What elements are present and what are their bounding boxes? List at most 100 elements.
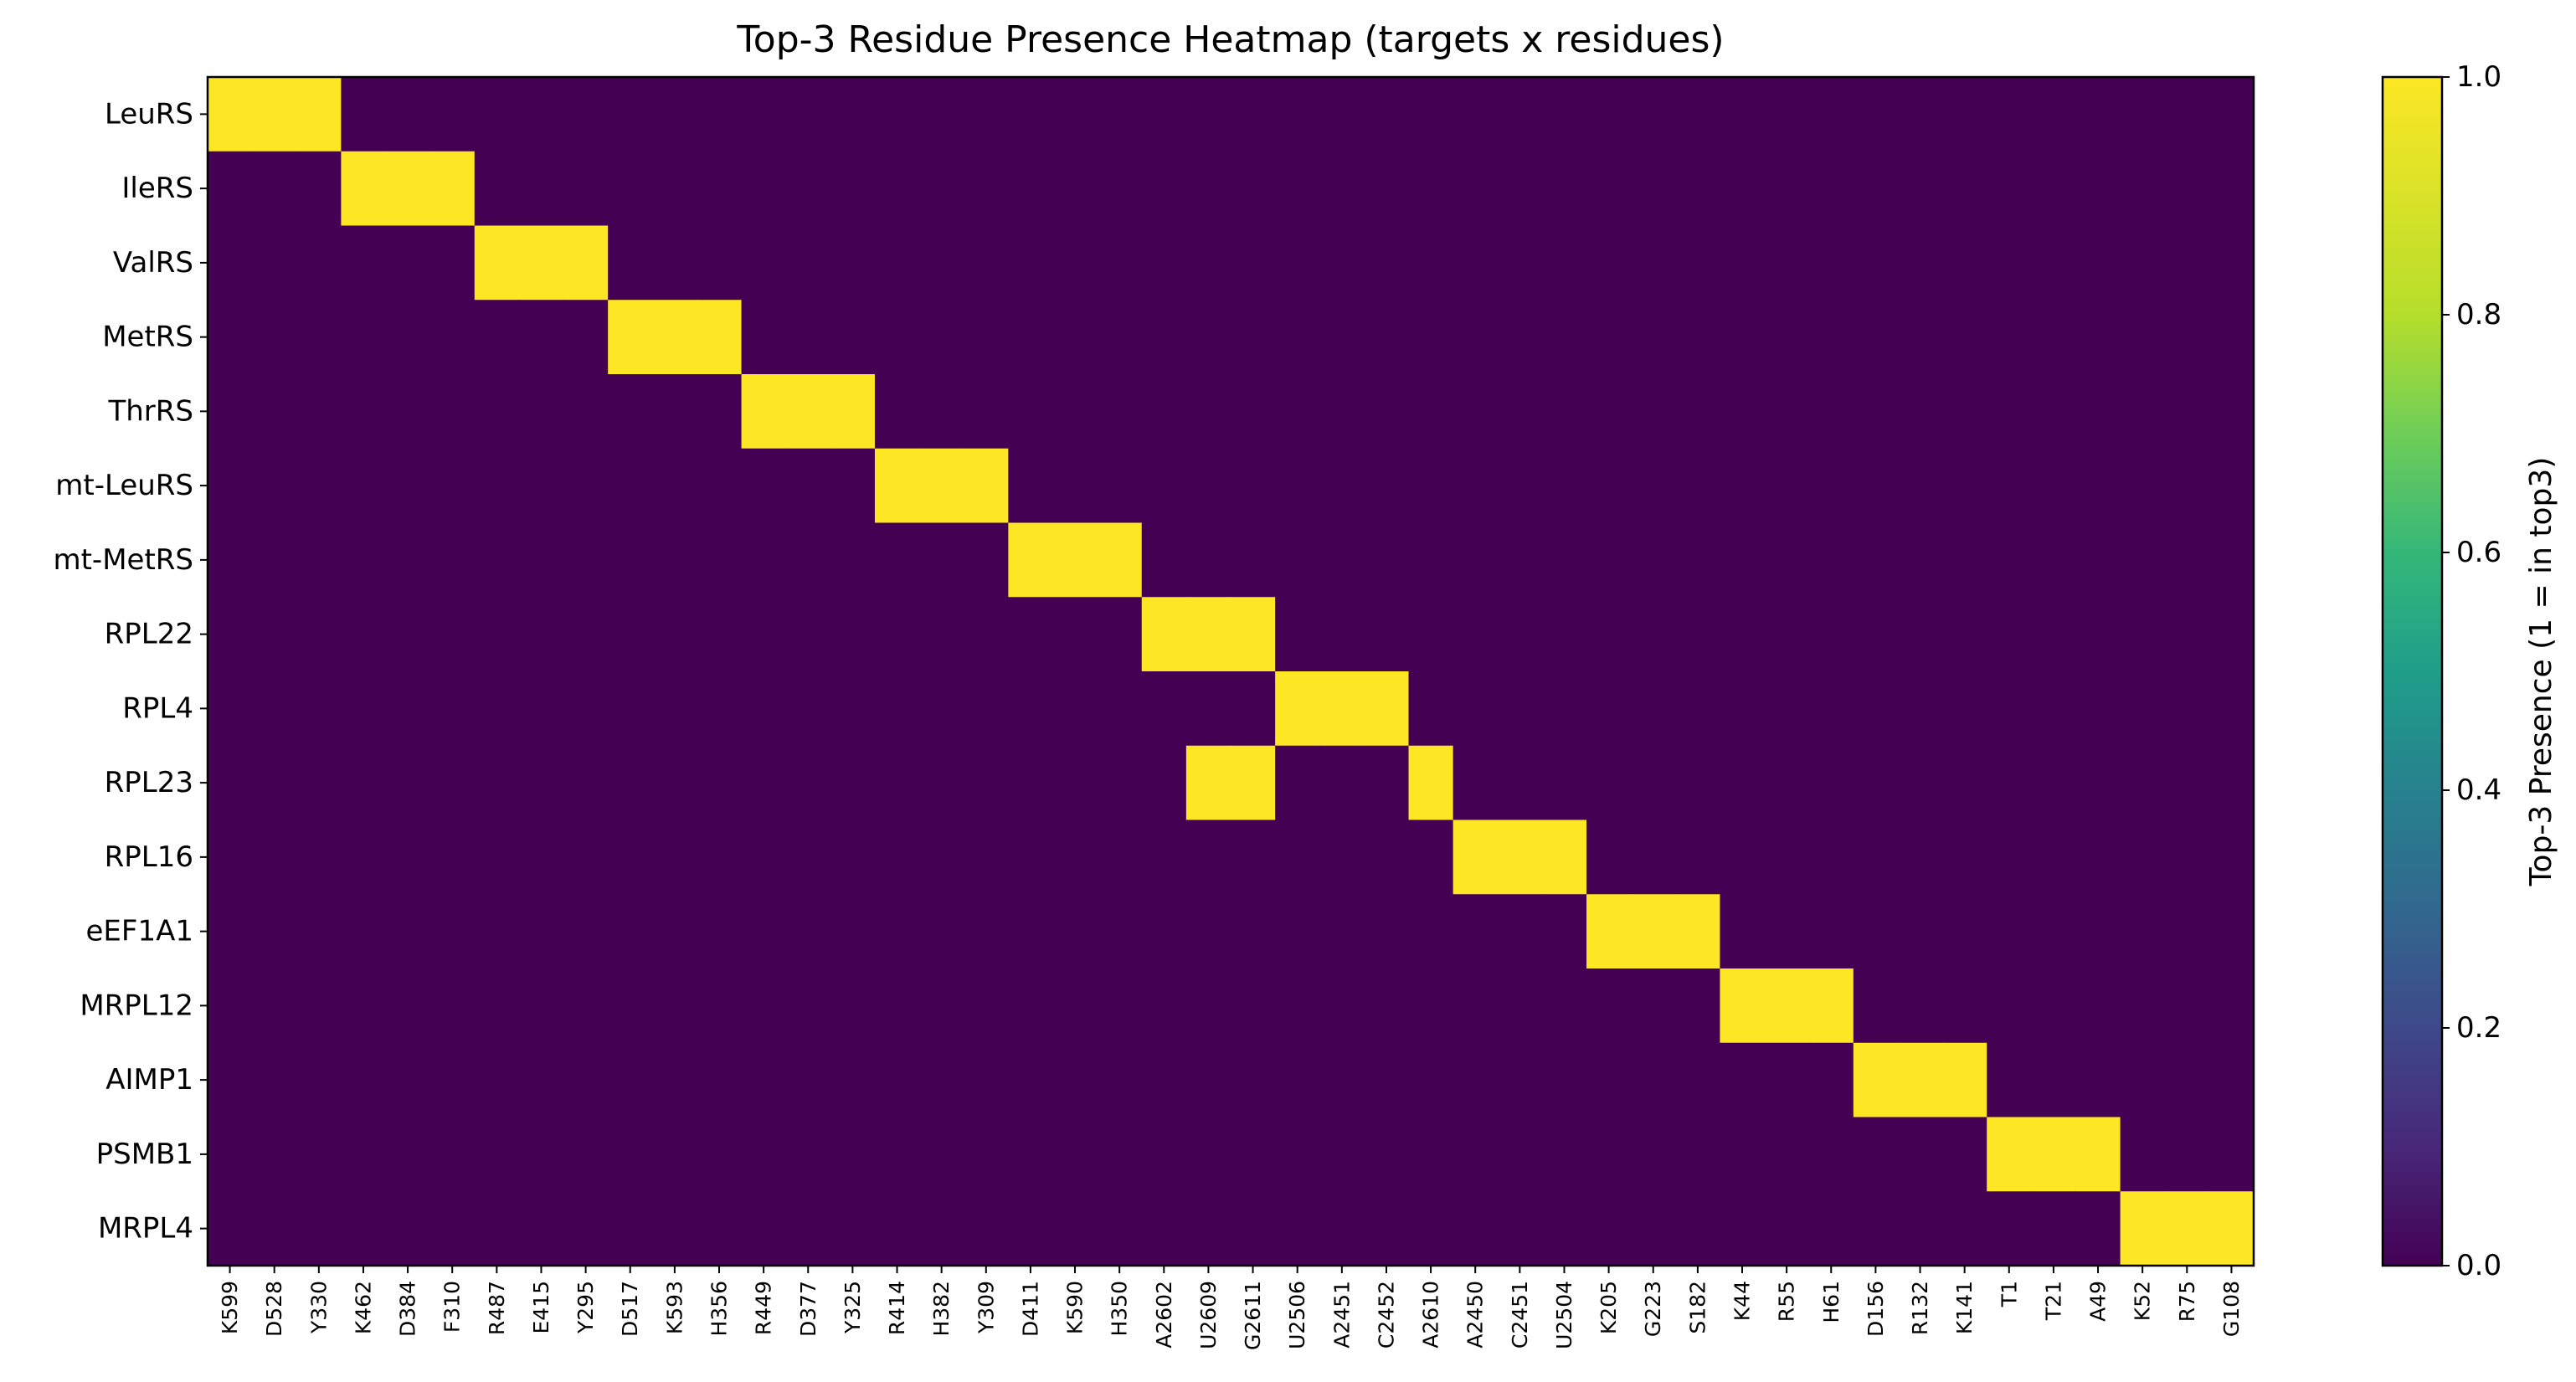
heatmap-cell <box>1275 374 1320 450</box>
heatmap-cell <box>563 1042 609 1118</box>
heatmap-cell <box>1808 1042 1854 1118</box>
heatmap-cell <box>2164 151 2210 227</box>
heatmap-cell <box>474 819 520 895</box>
heatmap-cell <box>2075 894 2121 969</box>
heatmap-cell <box>741 77 787 152</box>
heatmap-cell <box>741 671 787 747</box>
x-tick-label: U2504 <box>1552 1281 1576 1349</box>
heatmap-cell <box>830 968 876 1044</box>
heatmap-cell <box>652 300 698 375</box>
heatmap-cell <box>429 522 476 598</box>
heatmap-cell <box>1675 968 1721 1044</box>
x-tick-label: K52 <box>2131 1281 2155 1321</box>
heatmap-cell <box>741 522 787 598</box>
heatmap-cell <box>563 225 609 301</box>
heatmap-cell <box>1541 448 1587 524</box>
heatmap-cell <box>429 819 476 895</box>
heatmap-cell <box>1275 1042 1320 1118</box>
x-tick-label: G108 <box>2219 1281 2244 1337</box>
heatmap-cell <box>1942 819 1987 895</box>
heatmap-cell <box>1052 894 1098 969</box>
heatmap-cell <box>563 894 609 969</box>
heatmap-cell <box>252 300 297 375</box>
heatmap-cell <box>2208 819 2255 895</box>
heatmap-cell <box>429 225 476 301</box>
heatmap-cell <box>2031 1191 2077 1266</box>
heatmap-cell <box>2075 225 2121 301</box>
heatmap-cell <box>652 1042 698 1118</box>
heatmap-cell <box>1897 1042 1943 1118</box>
heatmap-cell <box>785 300 831 375</box>
heatmap-cell <box>1453 300 1499 375</box>
heatmap-cell <box>474 374 520 450</box>
heatmap-cell <box>1097 300 1143 375</box>
heatmap-cell <box>1364 745 1410 821</box>
heatmap-cell <box>919 522 964 598</box>
heatmap-cell <box>2075 745 2121 821</box>
heatmap-cell <box>252 597 297 672</box>
heatmap-cell <box>1987 968 2032 1044</box>
heatmap-cell <box>608 1117 653 1192</box>
heatmap-cell <box>1897 968 1943 1044</box>
heatmap-cell <box>2120 819 2166 895</box>
heatmap-cell <box>874 374 920 450</box>
heatmap-cell <box>1897 671 1943 747</box>
heatmap-cell <box>2075 448 2121 524</box>
x-tick-label: F310 <box>440 1281 465 1333</box>
heatmap-cell <box>208 300 253 375</box>
heatmap-cell <box>1364 151 1410 227</box>
heatmap-cell <box>1185 225 1231 301</box>
heatmap-cell <box>1141 894 1187 969</box>
heatmap-cell <box>296 522 342 598</box>
heatmap-cell <box>2031 894 2077 969</box>
heatmap-cell <box>1720 374 1766 450</box>
heatmap-cell <box>1364 1191 1410 1266</box>
heatmap-cell <box>1141 374 1187 450</box>
x-tick-label: H382 <box>929 1281 954 1337</box>
heatmap-cell <box>964 448 1009 524</box>
heatmap-cell <box>2075 968 2121 1044</box>
heatmap-cell <box>697 448 743 524</box>
heatmap-cell <box>1097 225 1143 301</box>
heatmap-cell <box>1008 77 1054 152</box>
heatmap-cell <box>252 745 297 821</box>
heatmap-cell <box>1008 300 1054 375</box>
heatmap-cell <box>1853 151 1899 227</box>
heatmap-cell <box>296 745 342 821</box>
heatmap-cell <box>919 151 964 227</box>
heatmap-cell <box>919 1042 964 1118</box>
heatmap-cell <box>2075 300 2121 375</box>
x-tick-label: A2451 <box>1329 1281 1354 1349</box>
heatmap-cell <box>518 968 564 1044</box>
heatmap-cell <box>1275 77 1320 152</box>
heatmap-cell <box>2120 894 2166 969</box>
heatmap-cell <box>2120 968 2166 1044</box>
heatmap-cell <box>608 448 653 524</box>
heatmap-cell <box>2120 671 2166 747</box>
heatmap-cell <box>1541 1117 1587 1192</box>
heatmap-cell <box>1764 77 1810 152</box>
heatmap-cell <box>2075 671 2121 747</box>
heatmap-cell <box>1319 151 1365 227</box>
heatmap-cell <box>1319 448 1365 524</box>
heatmap-cell <box>252 1191 297 1266</box>
heatmap-cell <box>1987 1191 2032 1266</box>
heatmap-cell <box>1853 77 1899 152</box>
heatmap-cell <box>964 745 1009 821</box>
heatmap-cell <box>1675 448 1721 524</box>
heatmap-cell <box>563 151 609 227</box>
heatmap-cell <box>563 1117 609 1192</box>
heatmap-cell <box>296 968 342 1044</box>
y-tick-label: RPL4 <box>122 691 193 725</box>
heatmap-cell <box>1808 894 1854 969</box>
heatmap-cell <box>385 671 431 747</box>
heatmap-cell <box>252 894 297 969</box>
heatmap-cell <box>1141 597 1187 672</box>
heatmap-cell <box>1497 819 1543 895</box>
heatmap-cell <box>208 151 253 227</box>
heatmap-cell <box>874 1042 920 1118</box>
heatmap-cell <box>1141 448 1187 524</box>
heatmap-cell <box>1231 300 1276 375</box>
x-axis-ticks: K599 D528 Y330 K462 D384 F310 R487 E415 Y295 D517… <box>218 1266 2244 1350</box>
heatmap-cell <box>1853 300 1899 375</box>
